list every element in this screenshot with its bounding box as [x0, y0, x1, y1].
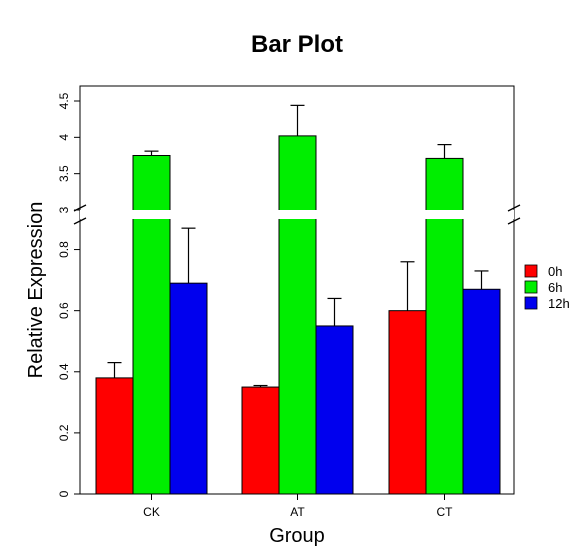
bar-at-0h	[241, 386, 280, 495]
y-tick-3.5: 3.5	[57, 165, 71, 182]
y-tick-0.8: 0.8	[57, 241, 71, 258]
legend-label-6h: 6h	[548, 280, 562, 295]
legend-swatch-6h	[524, 280, 538, 294]
y-tick-3: 3	[57, 206, 71, 213]
bar-ck-0h	[95, 377, 134, 495]
x-axis-label: Group	[269, 525, 325, 547]
bar-ct-6h	[425, 157, 464, 495]
y-tick-4: 4	[57, 134, 71, 141]
y-tick-4.5: 4.5	[57, 92, 71, 109]
x-tick-ck: CK	[143, 505, 160, 519]
bars-layer	[95, 104, 501, 495]
axis-break-mark-left-2	[73, 217, 87, 225]
bar-ck-12h	[169, 282, 208, 495]
x-tick-at: AT	[290, 505, 305, 519]
legend-label-12h: 12h	[548, 296, 570, 311]
bar-ct-0h	[388, 310, 427, 495]
bar-ck-6h	[132, 155, 171, 495]
axis-break-mark-right-1	[507, 204, 521, 212]
legend-label-0h: 0h	[548, 264, 562, 279]
axis-break-mark-right-2	[507, 217, 521, 225]
axis-layer: 0 0.2 0.4 0.6 0.8 3 3.5 4 4.5 CK AT CT	[57, 92, 521, 519]
y-axis-label: Relative Expression	[25, 202, 47, 379]
y-tick-0: 0	[57, 490, 71, 497]
axis-break-gap	[80, 210, 514, 219]
y-tick-0.6: 0.6	[57, 302, 71, 319]
y-tick-0.2: 0.2	[57, 424, 71, 441]
chart-title: Bar Plot	[251, 31, 343, 58]
bar-at-6h	[278, 135, 317, 495]
legend-swatch-0h	[524, 264, 538, 278]
axis-break-mark-left-1	[73, 204, 87, 212]
bar-at-12h	[315, 325, 354, 495]
legend-swatch-12h	[524, 296, 538, 310]
y-tick-0.4: 0.4	[57, 363, 71, 380]
x-tick-ct: CT	[437, 505, 454, 519]
bar-ct-12h	[462, 288, 501, 495]
